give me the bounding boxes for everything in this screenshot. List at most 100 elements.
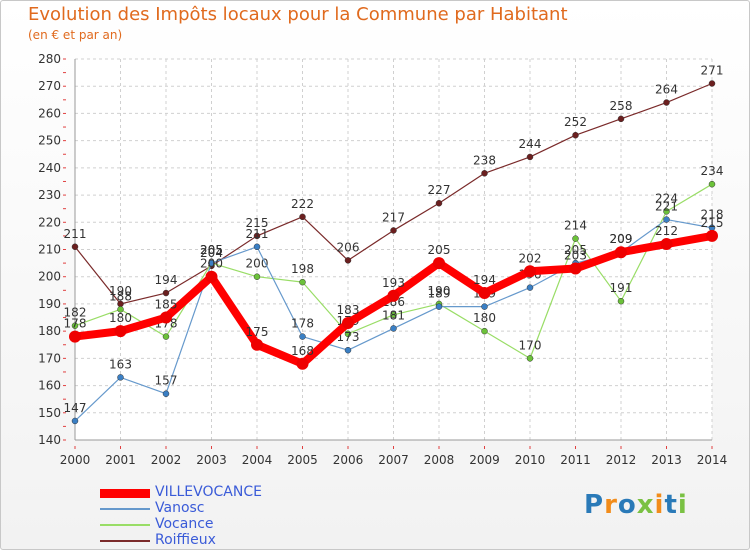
data-point-roiffieux (526, 153, 534, 161)
data-label-roiffieux: 222 (291, 197, 314, 211)
legend-label-roiffieux: Roiffieux (155, 532, 216, 548)
x-tick-label: 2011 (560, 453, 591, 467)
data-label-vocance: 170 (519, 338, 542, 352)
data-point-roiffieux (253, 232, 261, 240)
data-label-roiffieux: 258 (610, 99, 633, 113)
x-tick-label: 2000 (60, 453, 91, 467)
data-point-vocance (71, 322, 79, 329)
data-point-roiffieux (617, 115, 625, 123)
data-label-vocance: 180 (473, 311, 496, 325)
data-point-vocance (253, 273, 261, 280)
data-point-roiffieux (390, 227, 397, 234)
legend-label-vocance: Vocance (155, 516, 214, 532)
logo-letter: i (654, 490, 665, 520)
legend-swatch-roiffieux (100, 540, 150, 542)
legend-label-vanosc: Vanosc (155, 500, 205, 516)
data-point-vocance (481, 327, 488, 335)
data-point-roiffieux (708, 80, 716, 87)
data-label-vocance: 200 (246, 257, 269, 271)
chart-title: Evolution des Impôts locaux pour la Comm… (28, 4, 568, 25)
legend-swatch-vanosc (100, 508, 150, 510)
data-point-vanosc (435, 303, 443, 310)
y-tick-label: 180 (38, 324, 61, 338)
data-label-vocance: 190 (428, 284, 451, 298)
data-label-roiffieux: 204 (200, 246, 223, 260)
x-tick-label: 2009 (469, 453, 500, 467)
x-tick-label: 2013 (651, 453, 682, 467)
data-label-villevocance: 168 (291, 344, 314, 358)
data-label-vocance: 214 (564, 219, 587, 233)
logo-letter: o (617, 490, 637, 520)
data-label-vocance: 182 (64, 306, 87, 320)
data-point-villevocance (205, 270, 218, 283)
data-label-villevocance: 200 (200, 257, 223, 271)
data-point-vocance (526, 355, 534, 362)
data-point-villevocance (569, 262, 582, 275)
y-tick-label: 210 (38, 243, 61, 257)
data-point-vocance (117, 306, 124, 313)
x-tick-label: 2008 (424, 453, 455, 467)
data-point-villevocance (69, 330, 81, 343)
data-label-roiffieux: 211 (64, 227, 87, 241)
x-tick-label: 2007 (378, 453, 409, 467)
data-label-roiffieux: 244 (519, 137, 542, 151)
data-point-roiffieux (71, 243, 79, 251)
data-point-villevocance (114, 325, 127, 338)
data-point-vocance (162, 333, 170, 340)
data-label-villevocance: 183 (337, 303, 360, 317)
data-point-roiffieux (162, 289, 170, 297)
x-tick-label: 2003 (196, 453, 227, 467)
data-label-vanosc: 218 (701, 208, 724, 222)
data-label-roiffieux: 271 (701, 63, 724, 77)
data-point-vanosc (208, 259, 215, 267)
data-point-vanosc (481, 303, 488, 310)
y-tick-label: 230 (38, 188, 61, 202)
data-point-vocance (617, 297, 625, 305)
data-label-vanosc: 163 (109, 357, 132, 371)
y-tick-label: 260 (38, 106, 61, 120)
data-point-roiffieux (481, 170, 488, 177)
data-label-roiffieux: 238 (473, 153, 496, 167)
data-label-roiffieux: 190 (109, 284, 132, 298)
data-label-villevocance: 194 (473, 273, 496, 287)
data-label-vanosc: 189 (428, 287, 451, 301)
y-tick-label: 220 (38, 215, 61, 229)
x-tick-label: 2001 (105, 453, 136, 467)
y-tick-label: 170 (38, 351, 61, 365)
x-tick-label: 2014 (697, 453, 728, 467)
data-label-vocance: 191 (610, 281, 633, 295)
data-point-vanosc (390, 325, 397, 332)
y-tick-label: 270 (38, 79, 61, 93)
data-point-villevocance (478, 287, 491, 300)
x-tick-label: 2004 (242, 453, 273, 467)
data-label-roiffieux: 264 (655, 83, 678, 97)
data-point-vanosc (526, 284, 534, 291)
data-point-vanosc (344, 346, 352, 354)
data-point-vocance (344, 330, 352, 338)
data-point-roiffieux (572, 131, 579, 139)
data-point-vanosc (162, 390, 170, 397)
data-label-roiffieux: 194 (155, 273, 178, 287)
data-point-roiffieux (299, 213, 306, 221)
legend-swatch-villevocance (100, 488, 150, 498)
data-label-vanosc: 211 (246, 227, 269, 241)
data-label-roiffieux: 215 (246, 216, 269, 230)
data-point-villevocance (387, 289, 400, 302)
data-point-villevocance (342, 316, 354, 329)
data-label-villevocance: 209 (610, 232, 633, 246)
data-point-vocance (299, 278, 306, 286)
data-point-villevocance (706, 229, 718, 242)
x-tick-label: 2002 (151, 453, 182, 467)
data-point-vanosc (663, 216, 670, 223)
data-point-vocance (663, 208, 670, 215)
data-label-roiffieux: 206 (337, 240, 360, 254)
data-point-roiffieux (435, 199, 443, 207)
data-point-villevocance (433, 257, 445, 270)
y-tick-label: 150 (38, 406, 61, 420)
y-tick-label: 240 (38, 161, 61, 175)
data-label-roiffieux: 217 (382, 210, 405, 224)
data-point-vocance (708, 180, 716, 188)
logo-letter: x (636, 490, 655, 520)
data-label-vocance: 234 (701, 164, 724, 178)
